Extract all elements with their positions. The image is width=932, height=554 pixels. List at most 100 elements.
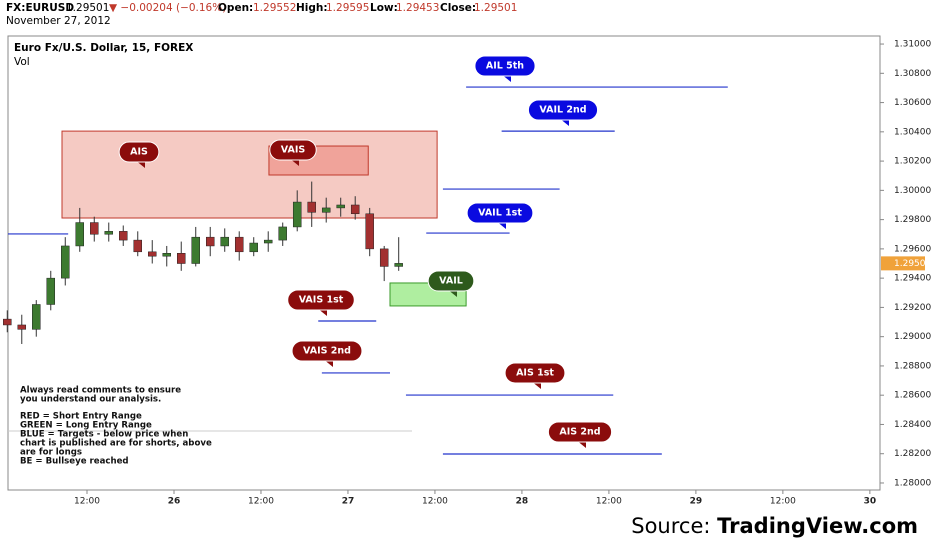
source: Source: TradingView.com	[631, 514, 918, 538]
candle-body	[90, 222, 99, 235]
callout-box	[291, 340, 363, 362]
last-price-tag	[881, 256, 925, 271]
note-line: chart is published are for shorts, above	[20, 439, 212, 449]
note-line: Always read comments to ensure	[20, 386, 181, 396]
source-site: TradingView.com	[717, 514, 918, 538]
y-tick-label: 1.30000	[894, 186, 931, 196]
candle-body	[191, 236, 200, 264]
candle-body	[205, 236, 215, 247]
y-tick-label: 1.28200	[894, 449, 931, 459]
plot-frame	[7, 35, 881, 491]
callout: VAIL 2nd	[527, 99, 599, 126]
open: 1.29552	[253, 2, 296, 14]
x-tick-label: 12:00	[74, 497, 100, 507]
callout-box	[118, 141, 160, 163]
y-tick-label: 1.28600	[894, 391, 931, 401]
callout-box	[269, 139, 317, 161]
y-tick-label: 1.28800	[894, 361, 931, 371]
candle-body	[3, 318, 12, 326]
close-label: Close:	[440, 2, 476, 14]
callout-box	[527, 99, 599, 121]
note-line: BLUE = Targets - below price when	[20, 430, 188, 440]
chart-subtitle: Vol	[14, 56, 30, 68]
callout-label: VAIL	[439, 276, 463, 287]
x-tick-label: 27	[342, 497, 355, 507]
candle-body	[263, 239, 273, 244]
candle-body	[32, 304, 41, 330]
candle-body	[177, 253, 186, 264]
source-prefix: Source:	[631, 514, 710, 538]
candle-body	[350, 204, 360, 215]
x-tick-label: 26	[168, 497, 181, 507]
callout-label: AIL 5th	[486, 61, 524, 72]
x-tick-label: 12:00	[596, 497, 622, 507]
callout-label: VAIL 1st	[478, 208, 522, 219]
callout-box	[504, 362, 566, 384]
price: 1.29501	[66, 2, 109, 14]
candle-body	[379, 248, 389, 267]
candle-body	[104, 231, 113, 235]
y-tick-label: 1.30400	[894, 127, 931, 137]
candle-body	[162, 253, 171, 257]
last-price-label: 1.29501	[894, 259, 931, 269]
y-tick-label: 1.29200	[894, 303, 931, 313]
candle-body	[278, 226, 287, 241]
x-tick-label: 29	[690, 497, 703, 507]
candle-body	[46, 277, 56, 305]
callout-label: VAIS 2nd	[303, 346, 351, 357]
change: ▼ −0.00204 (−0.16%)	[109, 2, 226, 14]
candle-body	[234, 236, 244, 253]
high: 1.29595	[326, 2, 369, 14]
candle-body	[220, 236, 229, 247]
note-line: GREEN = Long Entry Range	[20, 421, 152, 431]
y-tick-label: 1.29400	[894, 274, 931, 284]
candle-body	[249, 242, 258, 253]
low-label: Low:	[370, 2, 398, 14]
callout-label: AIS	[130, 147, 148, 158]
symbol: FX:EURUSD	[6, 2, 74, 14]
callout: VAIS	[269, 139, 317, 166]
low: 1.29453	[396, 2, 439, 14]
candle-body	[365, 213, 374, 250]
y-tick-label: 1.30200	[894, 157, 931, 167]
open-label: Open:	[218, 2, 253, 14]
zone	[61, 130, 438, 219]
callout: VAIL	[427, 270, 475, 297]
candle-body	[336, 204, 345, 209]
candle-body	[394, 263, 403, 267]
x-tick-label: 12:00	[770, 497, 796, 507]
x-tick-label: 12:00	[248, 497, 274, 507]
note-line: BE = Bullseye reached	[20, 457, 129, 467]
note-line: you understand our analysis.	[20, 395, 161, 405]
candle-body	[75, 222, 84, 247]
y-tick-label: 1.30600	[894, 98, 931, 108]
y-tick-label: 1.29600	[894, 244, 931, 254]
y-tick-label: 1.28000	[894, 478, 931, 488]
callout: VAIS 1st	[287, 289, 355, 316]
candle-body	[148, 251, 157, 257]
callout: AIS 1st	[504, 362, 566, 389]
callout: AIS 2nd	[547, 421, 613, 448]
y-tick-label: 1.30800	[894, 69, 931, 79]
callout-label: VAIL 2nd	[539, 105, 586, 116]
callout-box	[427, 270, 475, 292]
callout-label: AIS 2nd	[559, 427, 600, 438]
candle-body	[133, 239, 142, 253]
note-line: RED = Short Entry Range	[20, 412, 142, 422]
callout: VAIS 2nd	[291, 340, 363, 367]
candle-body	[292, 201, 302, 228]
callout-box	[474, 55, 536, 77]
callout-box	[287, 289, 355, 311]
note-line: are for longs	[20, 448, 82, 458]
candle-body	[119, 231, 128, 241]
x-tick-label: 28	[516, 497, 529, 507]
y-tick-label: 1.28400	[894, 420, 931, 430]
callout: AIL 5th	[474, 55, 536, 82]
callout-box	[466, 202, 534, 224]
y-tick-label: 1.29000	[894, 332, 931, 342]
candle-body	[307, 201, 316, 213]
callout-box	[547, 421, 613, 443]
callout-label: VAIS	[281, 145, 306, 156]
